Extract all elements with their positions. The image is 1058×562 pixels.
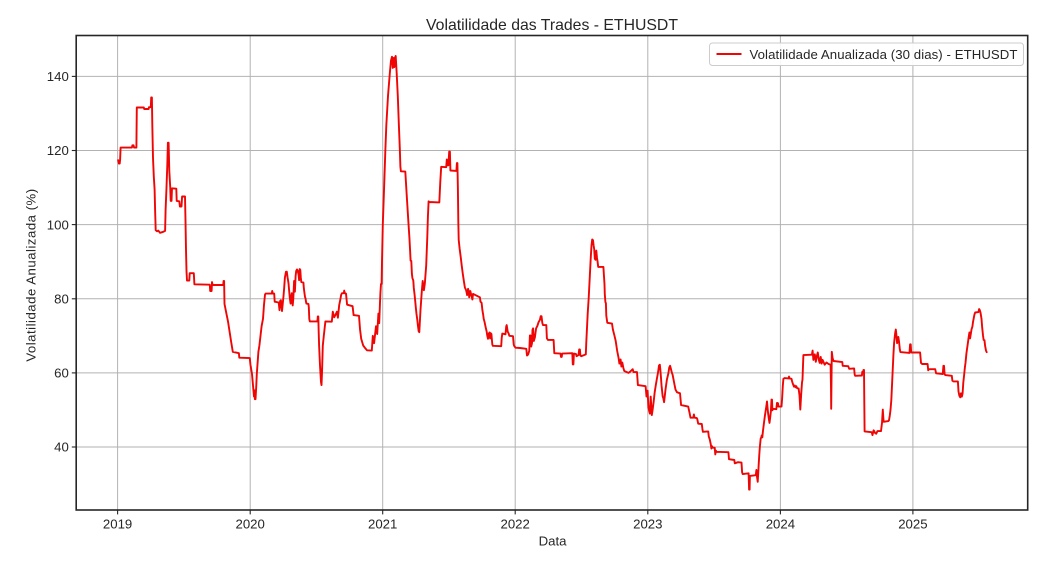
svg-text:Data: Data [539,534,568,549]
svg-text:60: 60 [54,366,69,381]
svg-text:2019: 2019 [103,517,132,532]
svg-text:2022: 2022 [501,517,530,532]
svg-text:2020: 2020 [236,517,265,532]
svg-text:120: 120 [47,143,69,158]
svg-text:80: 80 [54,292,69,307]
svg-text:140: 140 [47,69,69,84]
svg-text:Volatilidade Anualizada (%): Volatilidade Anualizada (%) [24,188,39,361]
svg-text:2025: 2025 [898,517,927,532]
svg-text:2024: 2024 [766,517,795,532]
svg-text:100: 100 [47,217,69,232]
svg-text:Volatilidade Anualizada (30 di: Volatilidade Anualizada (30 dias) - ETHU… [750,47,1018,62]
svg-text:2021: 2021 [368,517,397,532]
svg-text:40: 40 [54,440,69,455]
svg-text:2023: 2023 [633,517,662,532]
svg-text:Volatilidade das Trades - ETHU: Volatilidade das Trades - ETHUSDT [426,17,678,34]
